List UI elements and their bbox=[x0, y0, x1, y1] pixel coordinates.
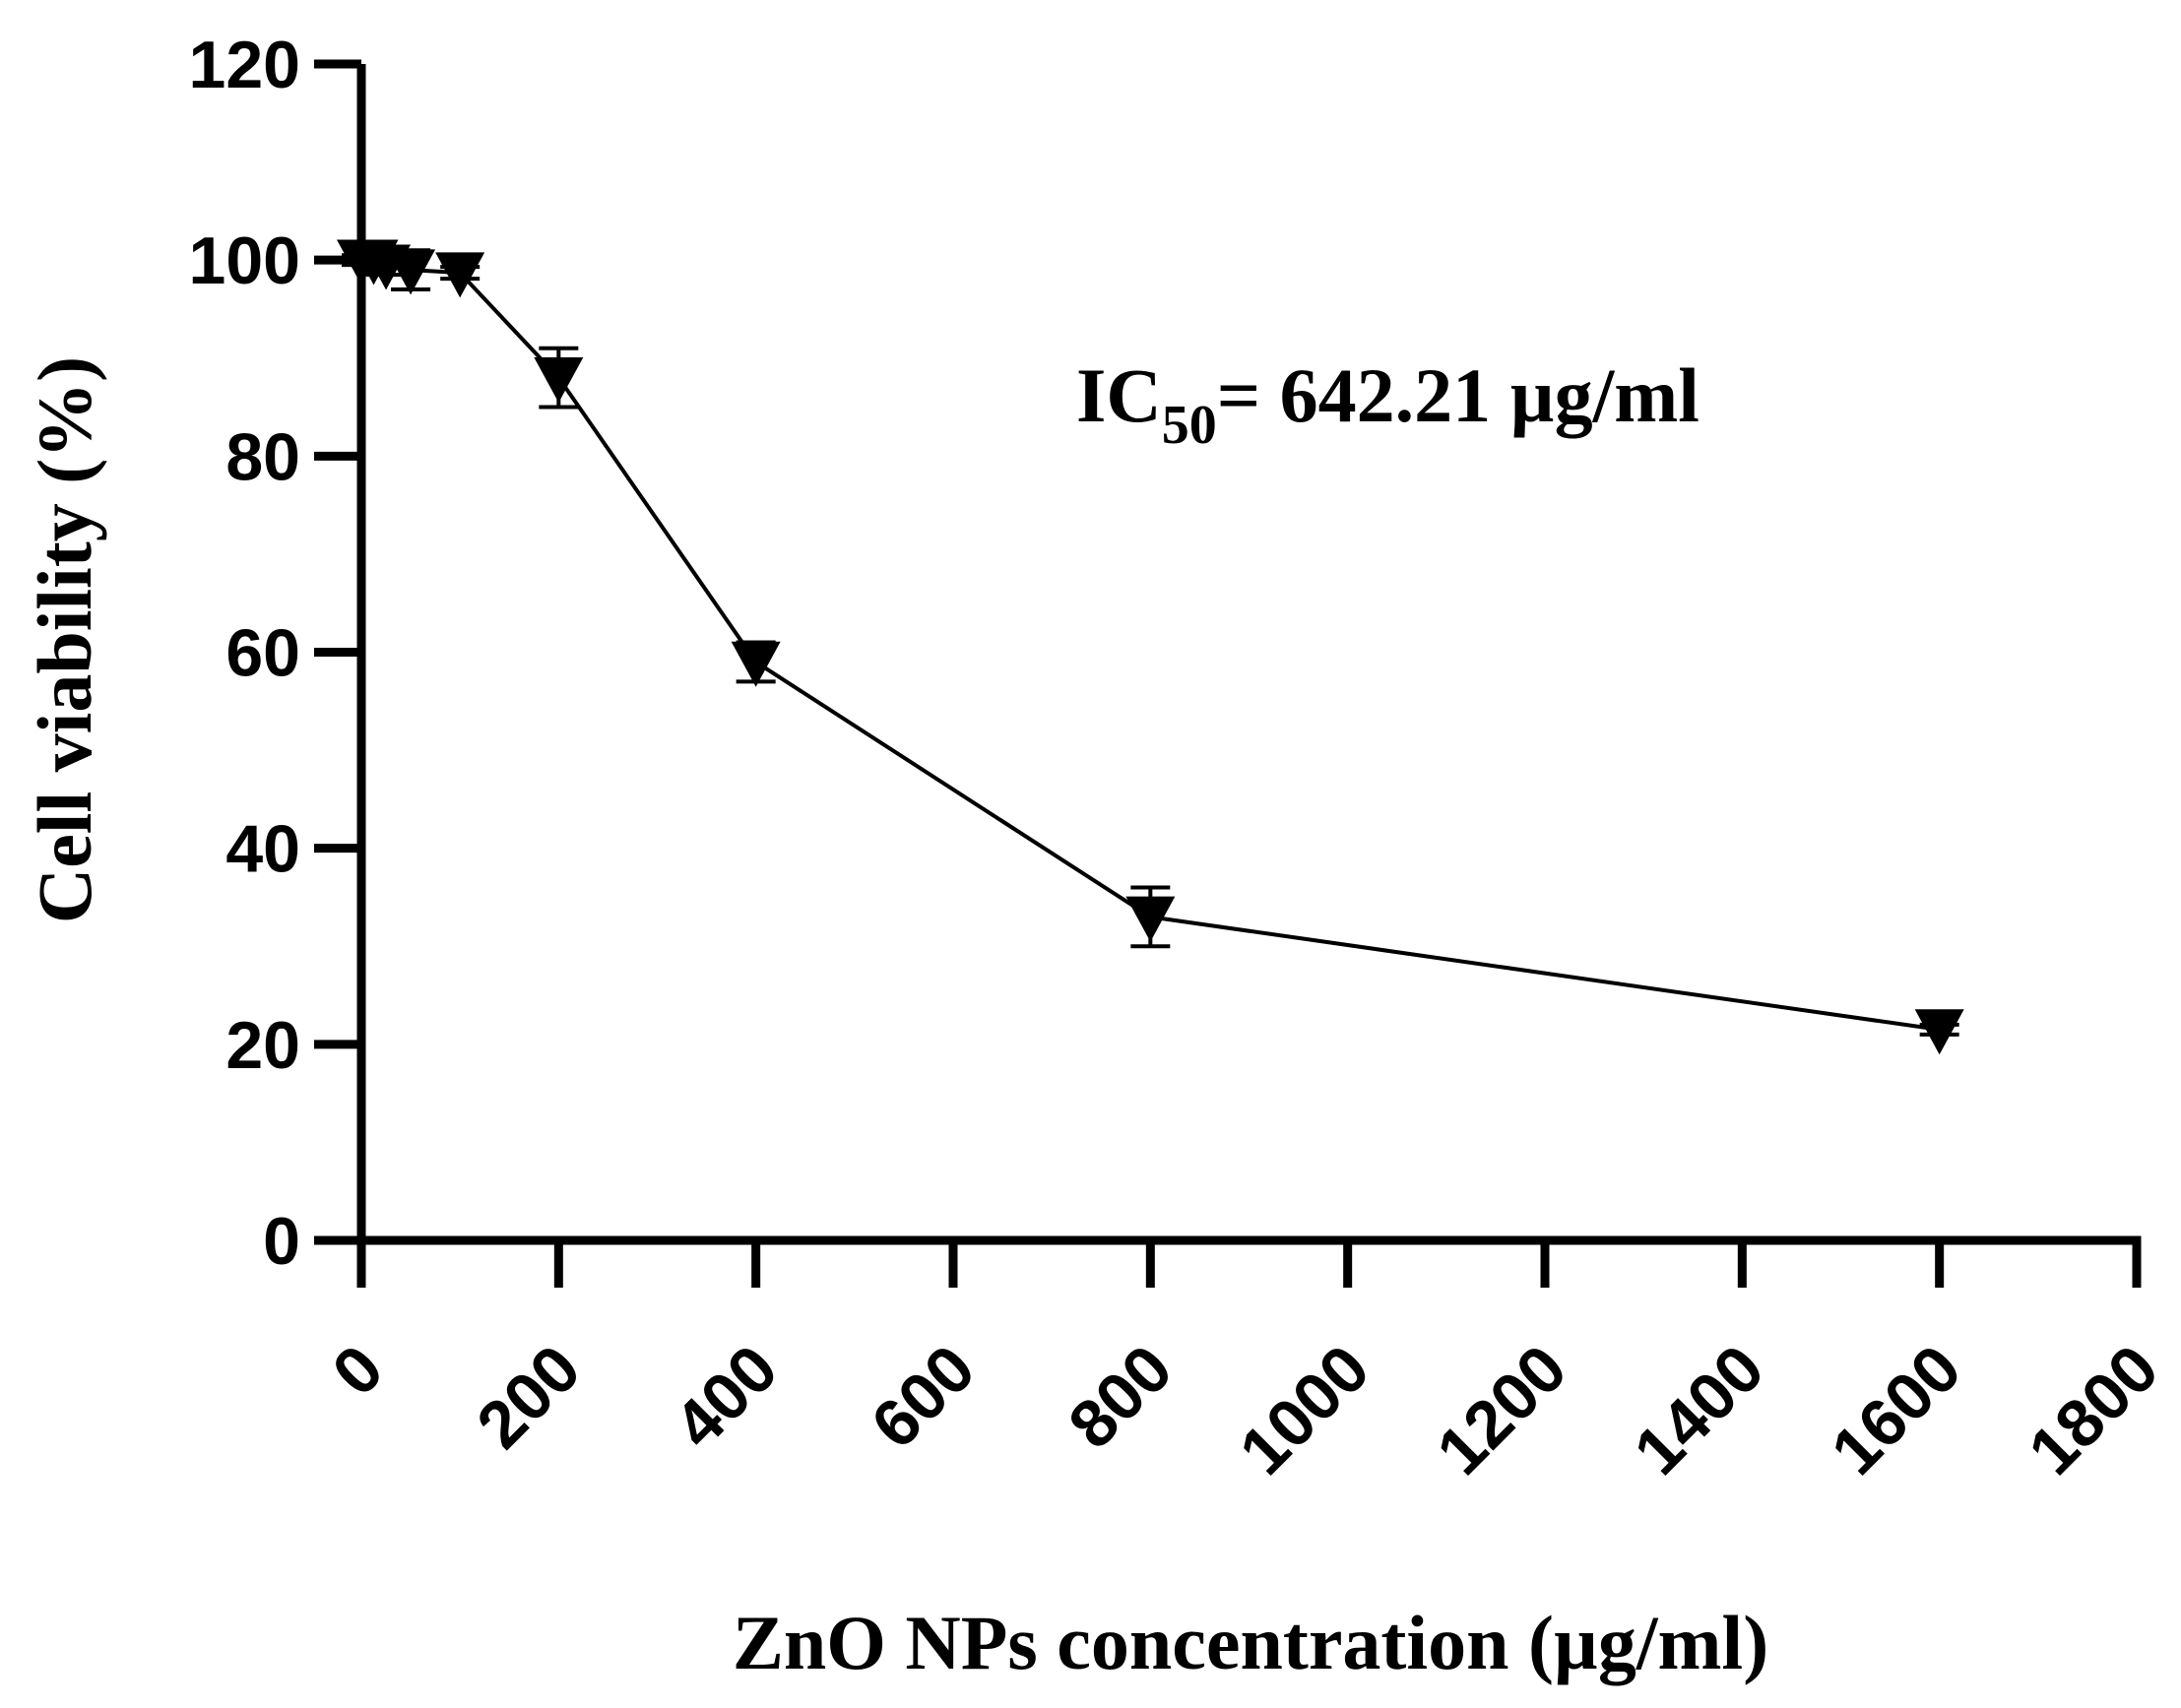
x-tick-label: 600 bbox=[858, 1331, 990, 1463]
data-point-marker bbox=[1914, 1009, 1964, 1055]
x-tick-label: 800 bbox=[1055, 1331, 1187, 1463]
x-tick-label: 1600 bbox=[1818, 1331, 1976, 1489]
y-tick-label: 20 bbox=[225, 1008, 300, 1083]
y-tick-label: 60 bbox=[225, 616, 300, 691]
x-axis-title: ZnO NPs concentration (µg/ml) bbox=[733, 1600, 1768, 1685]
x-tick-label: 1800 bbox=[2015, 1331, 2173, 1489]
ic50-prefix: IC bbox=[1076, 352, 1162, 438]
x-tick-label: 0 bbox=[318, 1331, 397, 1410]
data-point-marker bbox=[386, 249, 436, 295]
data-point-marker bbox=[534, 356, 584, 403]
ic50-value: = 642.21 µg/ml bbox=[1217, 352, 1700, 438]
y-tick-label: 100 bbox=[189, 223, 300, 298]
ic50-subscript: 50 bbox=[1162, 395, 1217, 456]
x-tick-label: 1200 bbox=[1423, 1331, 1581, 1489]
data-point-marker bbox=[731, 641, 781, 687]
x-tick-label: 400 bbox=[660, 1331, 792, 1463]
data-point-marker bbox=[1125, 896, 1176, 942]
y-tick-label: 120 bbox=[189, 28, 300, 102]
y-axis-title: Cell viability (%) bbox=[22, 356, 107, 923]
y-tick-label: 80 bbox=[225, 419, 300, 494]
x-tick-label: 1000 bbox=[1226, 1331, 1384, 1489]
y-tick-label: 0 bbox=[263, 1204, 300, 1279]
x-tick-label: 1400 bbox=[1620, 1331, 1778, 1489]
plot-area bbox=[337, 239, 1964, 1055]
ic50-annotation: IC50= 642.21 µg/ml bbox=[1076, 352, 1700, 456]
y-tick-label: 40 bbox=[225, 812, 300, 887]
x-tick-label: 200 bbox=[463, 1331, 595, 1463]
data-point-marker bbox=[435, 252, 485, 298]
